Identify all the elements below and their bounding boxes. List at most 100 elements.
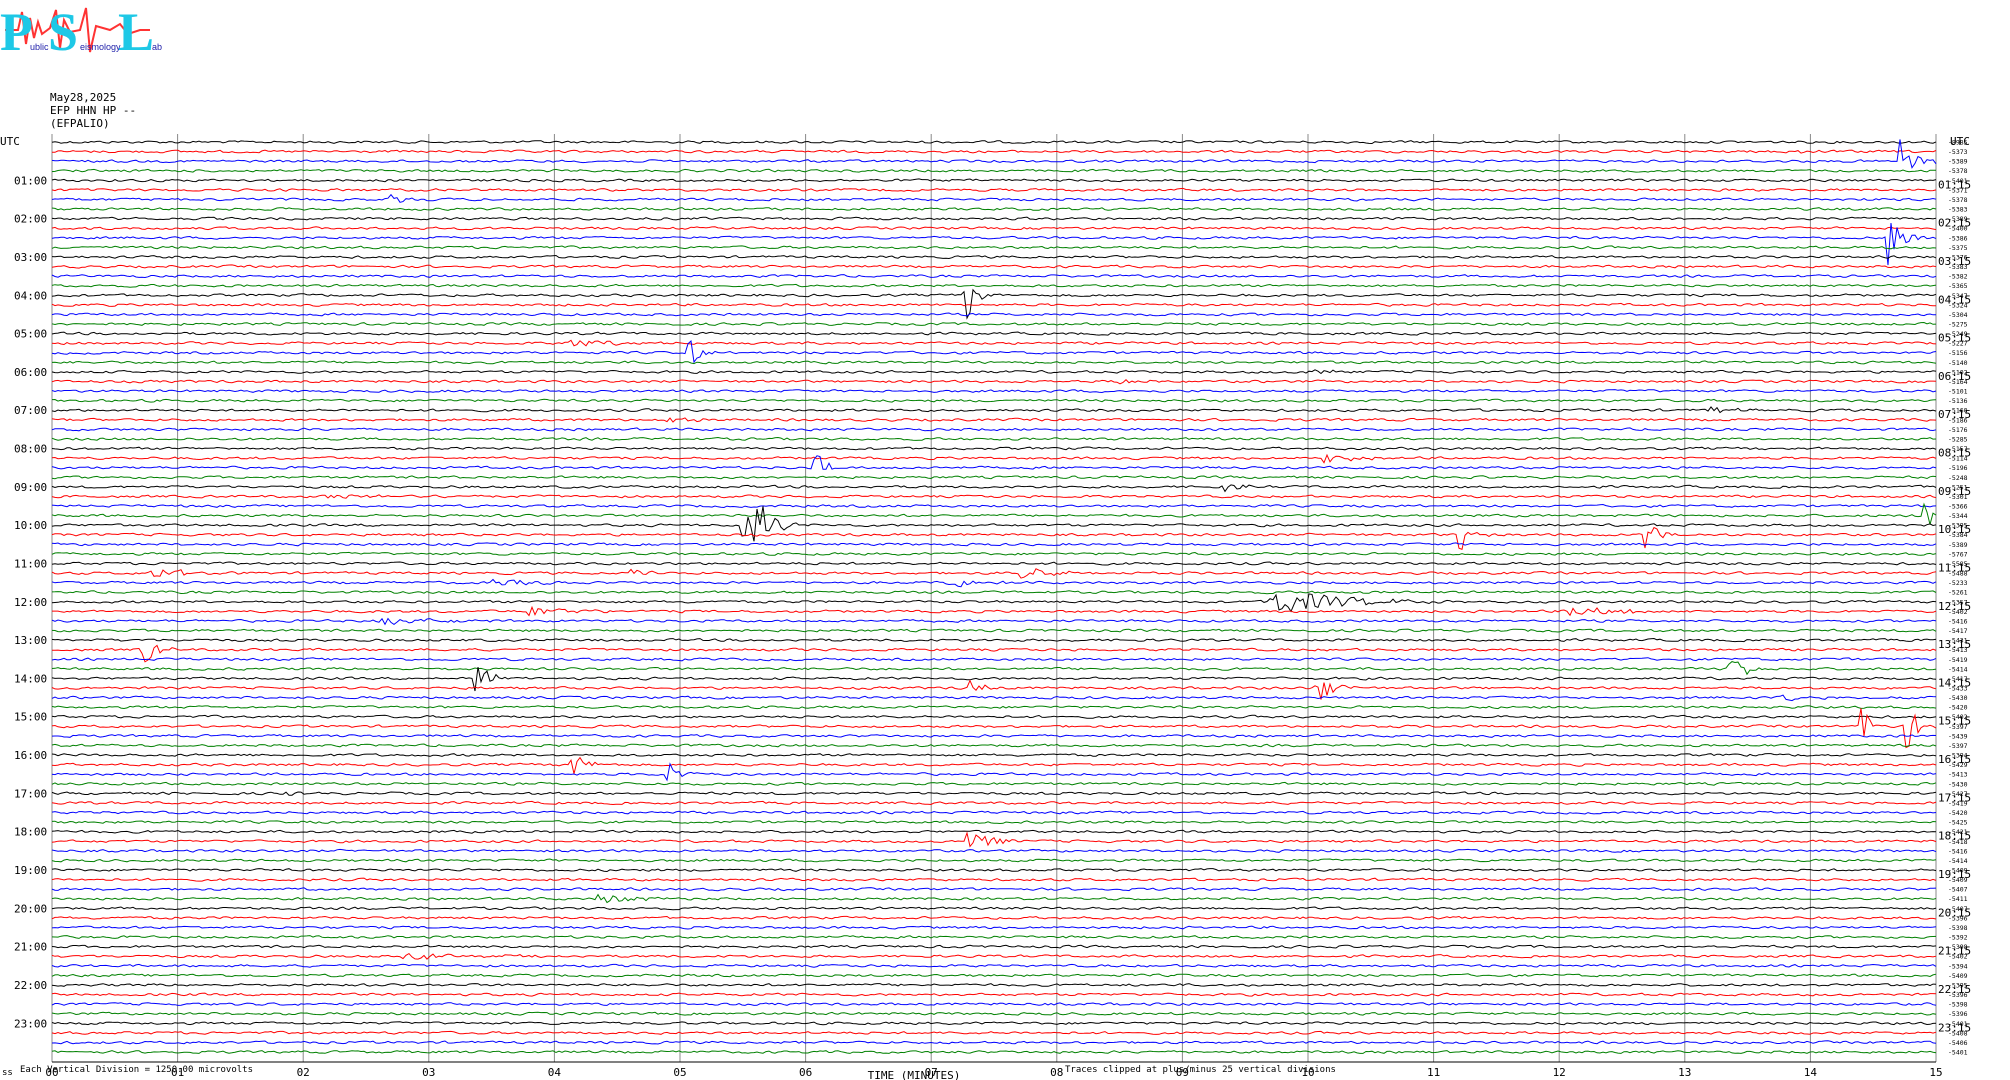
- trace-offset-label: -5376: [1948, 253, 1968, 261]
- left-hour-label: 11:00: [14, 557, 47, 570]
- seismic-trace: [51, 140, 1937, 145]
- psl-logo: P S L ublic eismology ab: [0, 2, 162, 62]
- x-tick-label: 09: [1176, 1066, 1189, 1079]
- clip-note: Traces clipped at plus/minus 25 vertical…: [1065, 1065, 1336, 1075]
- right-hour-label: 07:15: [1938, 408, 1971, 421]
- left-hour-label: 10:00: [14, 519, 47, 532]
- trace-offset-label: -5398: [1948, 943, 1968, 951]
- seismic-trace: [51, 222, 1937, 266]
- seismic-trace: [51, 637, 1937, 643]
- seismic-trace: [51, 657, 1937, 662]
- seismic-trace: [51, 831, 1937, 848]
- minute-grid: [51, 134, 1937, 1063]
- left-hour-label: 12:00: [14, 596, 47, 609]
- x-tick-label: 15: [1929, 1066, 1942, 1079]
- trace-offset-label: -5408: [1948, 1029, 1968, 1037]
- seismic-trace: [51, 590, 1937, 595]
- trace-offset-label: -5396: [1948, 991, 1968, 999]
- seismic-trace: [51, 848, 1937, 853]
- seismic-trace: [51, 339, 1937, 347]
- seismic-trace: [51, 791, 1937, 796]
- seismic-trace: [51, 360, 1937, 365]
- x-tick-label: 00: [45, 1066, 58, 1079]
- trace-offset-label: -5420: [1948, 704, 1968, 712]
- seismic-trace: [51, 193, 1937, 203]
- trace-offset-label: -5285: [1948, 435, 1968, 443]
- seismic-trace: [51, 494, 1937, 499]
- trace-offset-label: -5275: [1948, 321, 1968, 329]
- right-hour-label: 13:15: [1938, 638, 1971, 651]
- trace-offset-label: -5400: [1948, 225, 1968, 233]
- trace-offset-label: -5389: [1948, 215, 1968, 223]
- left-hour-label: 06:00: [14, 366, 47, 379]
- seismic-trace: [51, 963, 1937, 968]
- left-hour-label: 04:00: [14, 289, 47, 302]
- trace-offset-label: -5140: [1948, 359, 1968, 367]
- left-hour-label: 19:00: [14, 864, 47, 877]
- trace-offset-label: -5429: [1948, 761, 1968, 769]
- trace-offset-label: -5421: [1948, 828, 1968, 836]
- seismic-trace: [51, 858, 1937, 863]
- station-label: (EFPALIO): [50, 117, 110, 130]
- seismic-trace: [51, 427, 1937, 432]
- trace-offset-label: -5114: [1948, 455, 1968, 463]
- seismic-trace: [51, 264, 1937, 269]
- trace-offset-label: -5383: [1948, 206, 1968, 214]
- logo-seismogram-squiggle: [5, 7, 150, 53]
- seismic-trace: [51, 644, 1937, 663]
- trace-offset-label: -5375: [1948, 244, 1968, 252]
- logo-text-eismology: eismology: [80, 42, 121, 52]
- seismic-trace: [51, 1011, 1937, 1016]
- seismic-trace: [51, 679, 1937, 700]
- right-hour-label: 16:15: [1938, 753, 1971, 766]
- seismic-trace: [51, 705, 1937, 710]
- seismic-trace: [51, 288, 1937, 320]
- trace-offset-label: -5395: [1948, 522, 1968, 530]
- seismic-trace: [51, 339, 1937, 364]
- left-hour-label: 01:00: [14, 174, 47, 187]
- seismic-trace: [51, 139, 1937, 169]
- seismic-trace: [51, 331, 1937, 336]
- seismic-trace: [51, 915, 1937, 920]
- seismic-trace: [51, 829, 1937, 834]
- trace-offset-label: -5371: [1948, 186, 1968, 194]
- x-axis-title: TIME (MINUTES): [868, 1069, 961, 1080]
- trace-offset-label: -5398: [1948, 924, 1968, 932]
- left-hour-label: 08:00: [14, 443, 47, 456]
- trace-offset-label: -5301: [1948, 493, 1968, 501]
- trace-offset-label: -5366: [1948, 503, 1968, 511]
- trace-offset-label: -5397: [1948, 742, 1968, 750]
- left-hour-label: 14:00: [14, 672, 47, 685]
- channel-label: EFP HHN HP --: [50, 104, 137, 117]
- trace-offset-label: -5157: [1948, 445, 1968, 453]
- seismic-trace: [51, 436, 1937, 441]
- seismic-trace: [51, 952, 1937, 960]
- logo-text-ab: ab: [152, 42, 162, 52]
- seismic-trace: [51, 502, 1937, 525]
- trace-offset-label: -5401: [1948, 1020, 1968, 1028]
- seismic-trace: [51, 226, 1937, 231]
- x-tick-label: 12: [1553, 1066, 1566, 1079]
- trace-offset-label: -5251: [1948, 483, 1968, 491]
- seismic-trace: [51, 661, 1937, 676]
- x-tick-label: 08: [1050, 1066, 1063, 1079]
- trace-offset-label: -5373: [1948, 148, 1968, 156]
- seismic-trace: [51, 446, 1937, 451]
- trace-offset-label: -5176: [1948, 426, 1968, 434]
- left-hour-label: 09:00: [14, 481, 47, 494]
- right-hour-label: 12:15: [1938, 600, 1971, 613]
- seismic-trace: [51, 417, 1937, 423]
- trace-offset-label: -5401: [1948, 1049, 1968, 1057]
- left-hour-label: 16:00: [14, 749, 47, 762]
- trace-offset-label: -5416: [1948, 617, 1968, 625]
- trace-offset-label: -5401: [1948, 177, 1968, 185]
- trace-offset-label: -5249: [1948, 330, 1968, 338]
- seismic-trace: [51, 877, 1937, 882]
- seismic-trace: [51, 756, 1937, 774]
- seismic-trace: [51, 667, 1937, 692]
- seismic-trace: [51, 800, 1937, 806]
- trace-offset-label: -5378: [1948, 196, 1968, 204]
- seismic-trace: [51, 526, 1937, 550]
- x-tick-label: 10: [1301, 1066, 1314, 1079]
- trace-offset-label: -5386: [1948, 234, 1968, 242]
